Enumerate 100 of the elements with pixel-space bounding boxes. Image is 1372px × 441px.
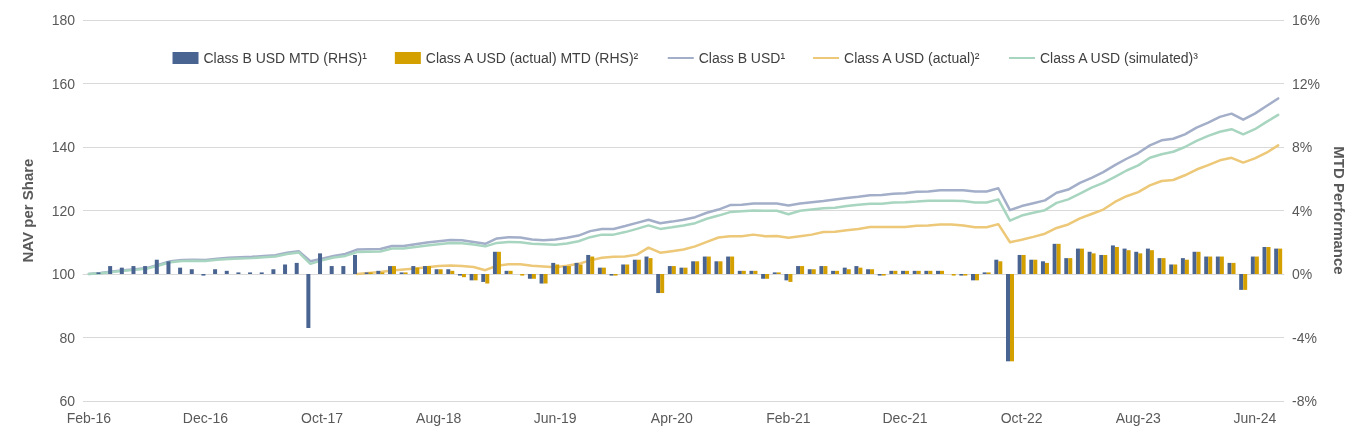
y-tick-label: 60 xyxy=(59,393,76,409)
bar xyxy=(422,266,427,274)
bar xyxy=(388,266,392,274)
bar xyxy=(578,264,583,274)
bar xyxy=(283,264,288,274)
bar xyxy=(1274,248,1279,274)
bar xyxy=(644,256,649,274)
bar xyxy=(1075,248,1080,274)
bar xyxy=(492,251,497,274)
bar xyxy=(1250,256,1255,274)
bar xyxy=(636,259,641,274)
bar xyxy=(271,269,276,274)
bar xyxy=(800,266,805,274)
bar xyxy=(392,266,396,274)
bar xyxy=(1103,254,1108,274)
bar xyxy=(1239,274,1244,290)
bar xyxy=(730,256,735,274)
bar xyxy=(1087,251,1092,274)
bar xyxy=(566,266,571,274)
y-tick-label: 100 xyxy=(51,266,76,282)
bar xyxy=(784,274,789,281)
bar xyxy=(1126,250,1131,274)
bar xyxy=(1122,248,1127,274)
y2-tick-label: 12% xyxy=(1292,75,1321,92)
bar xyxy=(718,261,723,274)
bar xyxy=(504,270,509,274)
bar xyxy=(667,266,672,274)
bar xyxy=(737,270,742,274)
x-tick-label: Aug-18 xyxy=(416,410,462,426)
bar xyxy=(601,267,606,274)
bar xyxy=(741,270,746,274)
bar xyxy=(796,266,801,274)
bar xyxy=(1180,258,1185,274)
bar xyxy=(531,274,536,279)
bar xyxy=(656,274,661,294)
bar xyxy=(1219,256,1224,274)
bar xyxy=(1091,253,1096,274)
bar xyxy=(1278,248,1283,274)
bar xyxy=(811,269,816,274)
bar xyxy=(971,274,975,281)
bar xyxy=(1215,256,1220,274)
bar xyxy=(1208,256,1213,274)
bar xyxy=(434,269,439,274)
bar xyxy=(765,274,770,279)
bar xyxy=(835,270,840,274)
bar xyxy=(807,269,812,274)
bar xyxy=(461,274,466,278)
x-tick-label: Dec-16 xyxy=(182,410,229,426)
bar xyxy=(788,274,793,282)
bar xyxy=(940,270,945,274)
line-series xyxy=(355,144,1280,276)
bar xyxy=(224,270,229,274)
bar xyxy=(1056,243,1061,274)
bar xyxy=(1005,274,1010,362)
bar xyxy=(539,274,544,284)
bar xyxy=(597,267,602,274)
bar xyxy=(912,270,917,274)
bar xyxy=(1149,250,1154,274)
bar xyxy=(870,269,875,274)
bar xyxy=(632,259,637,274)
bar xyxy=(473,274,478,281)
bar xyxy=(866,269,871,274)
bar xyxy=(1262,247,1267,274)
y2-tick-label: -4% xyxy=(1292,329,1317,346)
bar xyxy=(341,266,346,274)
bar xyxy=(189,269,194,274)
bar xyxy=(679,267,684,274)
bar xyxy=(306,274,311,328)
bar xyxy=(131,266,136,274)
bar xyxy=(1110,245,1115,274)
bar xyxy=(543,274,548,284)
bar xyxy=(1254,256,1259,274)
bar xyxy=(353,254,358,274)
legend-label: Class A USD (actual)² xyxy=(844,50,980,66)
bar xyxy=(154,259,159,274)
bar xyxy=(928,270,933,274)
x-tick-label: Apr-20 xyxy=(650,410,694,426)
bar xyxy=(854,266,859,274)
bar xyxy=(481,274,486,282)
bar xyxy=(1157,258,1162,274)
bar xyxy=(496,251,501,274)
bar xyxy=(469,274,474,281)
bar xyxy=(625,264,630,274)
bar xyxy=(823,266,828,274)
x-tick-label: Oct-17 xyxy=(301,410,344,426)
bar xyxy=(1227,262,1232,274)
bar xyxy=(1079,248,1084,274)
bar xyxy=(648,258,653,274)
bar xyxy=(889,270,894,274)
bar xyxy=(761,274,766,279)
bar xyxy=(1169,264,1174,274)
legend-label: Class B USD MTD (RHS)¹ xyxy=(203,50,368,66)
bar xyxy=(702,256,707,274)
bar xyxy=(178,267,183,274)
bar xyxy=(975,274,979,281)
bar xyxy=(683,267,688,274)
bar xyxy=(1161,258,1166,274)
bar xyxy=(831,270,836,274)
bar xyxy=(1009,274,1014,362)
bar xyxy=(621,264,626,274)
